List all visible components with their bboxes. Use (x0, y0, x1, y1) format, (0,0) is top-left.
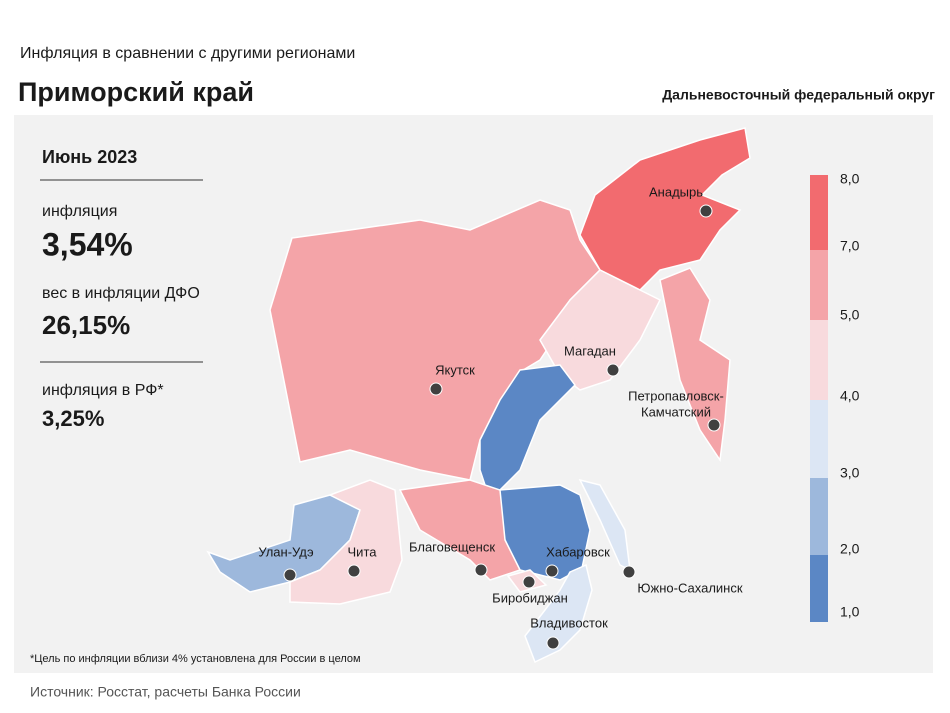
inflation-label: инфляция (42, 203, 117, 220)
region (579, 127, 751, 291)
city-label: Камчатский (641, 404, 711, 419)
city-label: Владивосток (530, 615, 608, 630)
subtitle: Инфляция в сравнении с другими регионами (20, 45, 355, 62)
region (659, 267, 731, 463)
city-label: Чита (348, 544, 378, 559)
city-dot (545, 564, 559, 578)
city-label: Биробиджан (492, 590, 568, 605)
legend-band (810, 175, 828, 250)
city-label: Улан-Удэ (258, 544, 314, 559)
weight-label: вес в инфляции ДФО (42, 285, 200, 302)
city-dot (707, 418, 721, 432)
city-dot (474, 563, 488, 577)
weight-value: 26,15% (42, 310, 130, 340)
region (289, 479, 403, 605)
city-dot (347, 564, 361, 578)
city-dot (283, 568, 297, 582)
legend-band (810, 250, 828, 320)
source: Источник: Росстат, расчеты Банка России (30, 684, 301, 700)
city-dot (522, 575, 536, 589)
legend-label: 5,0 (840, 307, 860, 323)
city-dot (429, 382, 443, 396)
legend-band (810, 320, 828, 400)
legend-band (810, 555, 828, 622)
city-dot (606, 363, 620, 377)
city-dot (622, 565, 636, 579)
region (398, 479, 522, 581)
city-label: Южно-Сахалинск (637, 580, 742, 595)
legend-label: 8,0 (840, 171, 860, 187)
city-label: Анадырь (649, 184, 703, 199)
legend-label: 2,0 (840, 541, 860, 557)
district: Дальневосточный федеральный округ (662, 87, 935, 103)
rf-value: 3,25% (42, 406, 104, 431)
inflation-value: 3,54% (42, 226, 133, 262)
period: Июнь 2023 (42, 147, 137, 167)
footnote: *Цель по инфляции вблизи 4% установлена … (30, 653, 361, 665)
region (524, 563, 593, 664)
title: Приморский край (18, 77, 254, 107)
legend-band (810, 400, 828, 478)
legend-label: 1,0 (840, 604, 860, 620)
city-label: Магадан (564, 343, 616, 358)
city-label: Благовещенск (409, 539, 495, 554)
city-label: Петропавловск- (628, 388, 724, 403)
city-dot (546, 636, 560, 650)
city-dot (699, 204, 713, 218)
city-label: Якутск (435, 362, 475, 377)
legend-band (810, 478, 828, 555)
map (206, 127, 751, 664)
legend-label: 4,0 (840, 388, 860, 404)
legend-label: 7,0 (840, 238, 860, 254)
legend-label: 3,0 (840, 465, 860, 481)
rf-label: инфляция в РФ* (42, 382, 164, 399)
city-label: Хабаровск (546, 544, 610, 559)
